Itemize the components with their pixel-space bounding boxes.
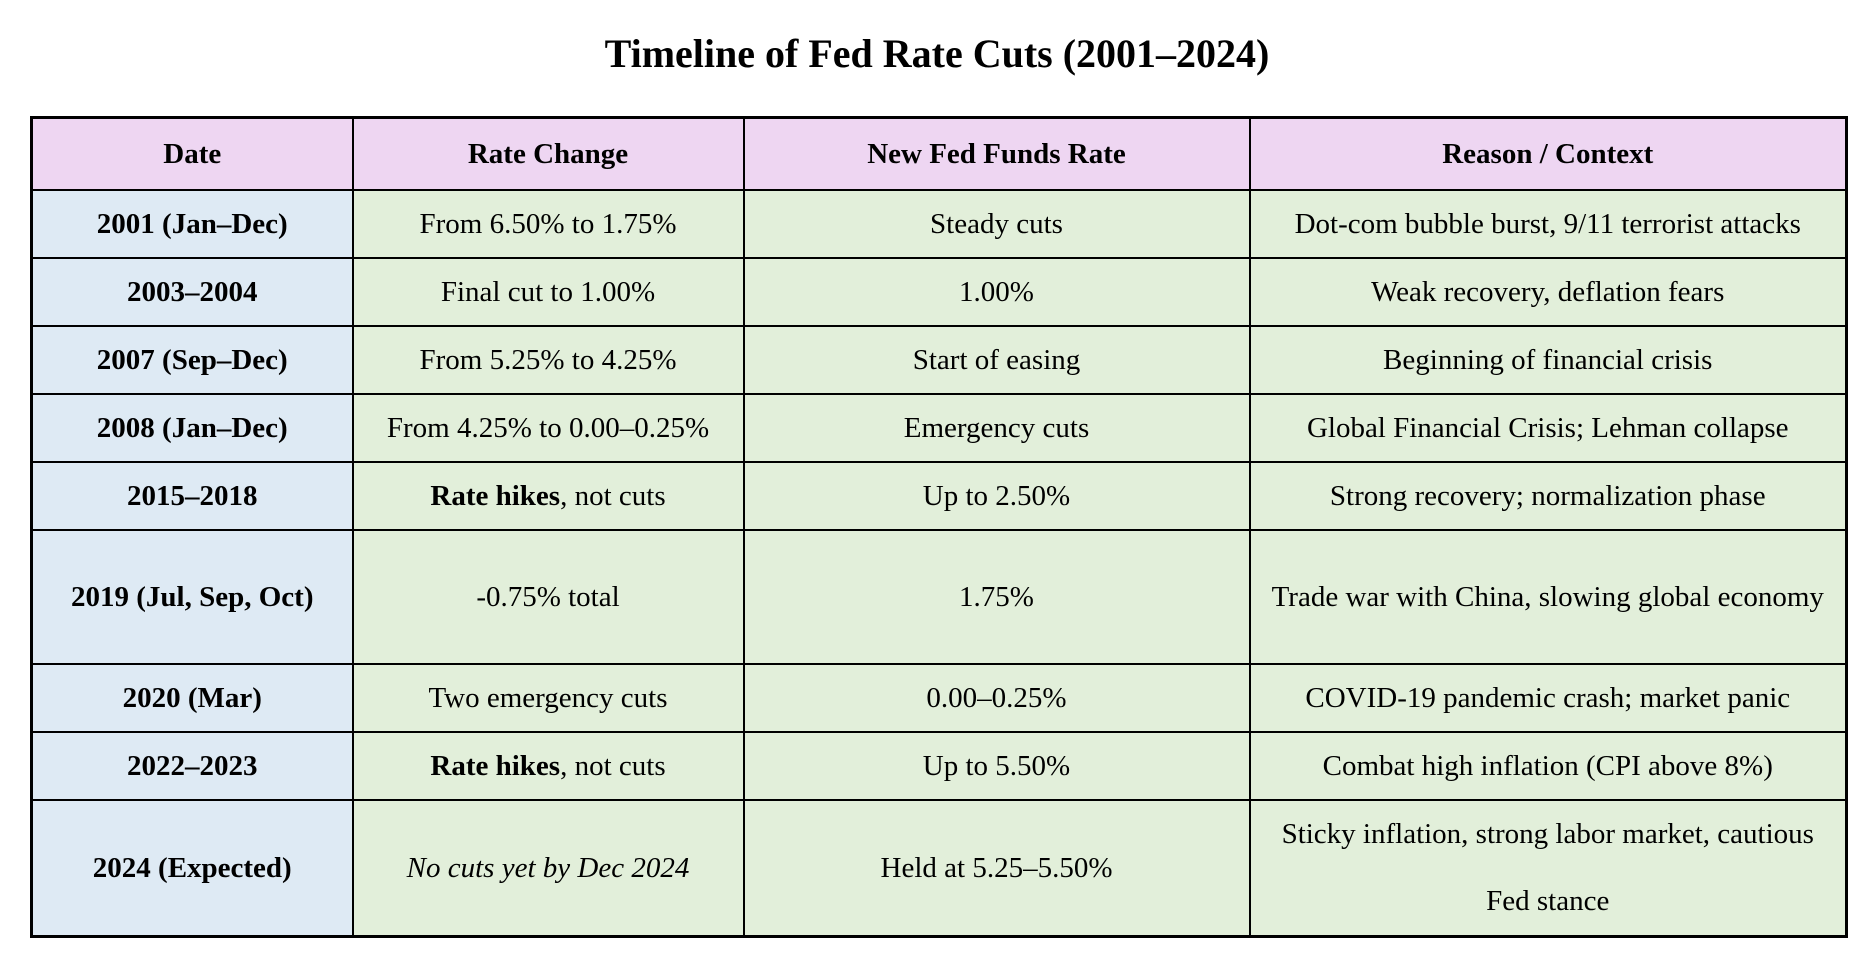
- page-title: Timeline of Fed Rate Cuts (2001–2024): [604, 31, 1270, 76]
- rate-change-text: , not cuts: [560, 480, 666, 512]
- rate-change-cell: Rate hikes, not cuts: [351, 461, 745, 531]
- rate-change-text: , not cuts: [560, 750, 666, 782]
- table-row: 2015–2018 Rate hikes, not cuts Up to 2.5…: [30, 461, 1848, 531]
- reason-cell: Beginning of financial crisis: [1248, 325, 1848, 395]
- new-rate-cell: 1.00%: [742, 257, 1251, 327]
- rate-change-cell: From 4.25% to 0.00–0.25%: [351, 393, 745, 463]
- table-row: 2020 (Mar) Two emergency cuts 0.00–0.25%…: [30, 663, 1848, 733]
- rate-change-cell: -0.75% total: [351, 529, 745, 665]
- new-rate-cell: 0.00–0.25%: [742, 663, 1251, 733]
- rate-change-text: Two emergency cuts: [428, 682, 668, 714]
- rate-change-text: From 4.25% to 0.00–0.25%: [386, 412, 710, 444]
- date-cell: 2022–2023: [30, 731, 354, 801]
- rate-change-emphasis: Rate hikes: [430, 750, 561, 782]
- reason-cell: Weak recovery, deflation fears: [1248, 257, 1848, 327]
- reason-cell: Combat high inflation (CPI above 8%): [1248, 731, 1848, 801]
- date-cell: 2008 (Jan–Dec): [30, 393, 354, 463]
- header-reason-context: Reason / Context: [1248, 116, 1848, 191]
- table-row: 2019 (Jul, Sep, Oct) -0.75% total 1.75% …: [30, 529, 1848, 665]
- header-row: Date Rate Change New Fed Funds Rate Reas…: [30, 116, 1848, 191]
- table-row: 2024 (Expected) No cuts yet by Dec 2024 …: [30, 799, 1848, 938]
- table-row: 2008 (Jan–Dec) From 4.25% to 0.00–0.25% …: [30, 393, 1848, 463]
- rate-change-emphasis: Rate hikes: [430, 480, 561, 512]
- rate-change-text: No cuts yet by Dec 2024: [406, 852, 690, 884]
- rate-change-text: From 6.50% to 1.75%: [419, 208, 677, 240]
- date-cell: 2007 (Sep–Dec): [30, 325, 354, 395]
- table-row: 2003–2004 Final cut to 1.00% 1.00% Weak …: [30, 257, 1848, 327]
- rate-change-cell: Two emergency cuts: [351, 663, 745, 733]
- new-rate-cell: Up to 2.50%: [742, 461, 1251, 531]
- rate-change-text: -0.75% total: [476, 581, 620, 613]
- new-rate-cell: Held at 5.25–5.50%: [742, 799, 1251, 938]
- date-cell: 2015–2018: [30, 461, 354, 531]
- date-cell: 2024 (Expected): [30, 799, 354, 938]
- rate-change-cell: No cuts yet by Dec 2024: [351, 799, 745, 938]
- rate-change-cell: From 6.50% to 1.75%: [351, 189, 745, 259]
- new-rate-cell: Up to 5.50%: [742, 731, 1251, 801]
- table-row: 2007 (Sep–Dec) From 5.25% to 4.25% Start…: [30, 325, 1848, 395]
- table-row: 2022–2023 Rate hikes, not cuts Up to 5.5…: [30, 731, 1848, 801]
- new-rate-cell: Steady cuts: [742, 189, 1251, 259]
- new-rate-cell: 1.75%: [742, 529, 1251, 665]
- new-rate-cell: Emergency cuts: [742, 393, 1251, 463]
- table-body: 2001 (Jan–Dec) From 6.50% to 1.75% Stead…: [30, 189, 1848, 938]
- new-rate-cell: Start of easing: [742, 325, 1251, 395]
- reason-cell: COVID-19 pandemic crash; market panic: [1248, 663, 1848, 733]
- table-row: 2001 (Jan–Dec) From 6.50% to 1.75% Stead…: [30, 189, 1848, 259]
- date-cell: 2019 (Jul, Sep, Oct): [30, 529, 354, 665]
- reason-cell: Strong recovery; normalization phase: [1248, 461, 1848, 531]
- rate-change-cell: Rate hikes, not cuts: [351, 731, 745, 801]
- rate-change-text: From 5.25% to 4.25%: [419, 344, 677, 376]
- header-date: Date: [30, 116, 354, 191]
- rate-change-cell: Final cut to 1.00%: [351, 257, 745, 327]
- reason-cell: Dot-com bubble burst, 9/11 terrorist att…: [1248, 189, 1848, 259]
- header-rate-change: Rate Change: [351, 116, 745, 191]
- reason-cell: Global Financial Crisis; Lehman collapse: [1248, 393, 1848, 463]
- rate-change-text: Final cut to 1.00%: [440, 276, 656, 308]
- date-cell: 2001 (Jan–Dec): [30, 189, 354, 259]
- reason-cell: Sticky inflation, strong labor market, c…: [1248, 799, 1848, 938]
- date-cell: 2020 (Mar): [30, 663, 354, 733]
- table-header: Date Rate Change New Fed Funds Rate Reas…: [30, 116, 1848, 191]
- rate-cuts-table: Date Rate Change New Fed Funds Rate Reas…: [30, 116, 1848, 938]
- rate-change-cell: From 5.25% to 4.25%: [351, 325, 745, 395]
- reason-cell: Trade war with China, slowing global eco…: [1248, 529, 1848, 665]
- header-new-fed-funds-rate: New Fed Funds Rate: [742, 116, 1251, 191]
- date-cell: 2003–2004: [30, 257, 354, 327]
